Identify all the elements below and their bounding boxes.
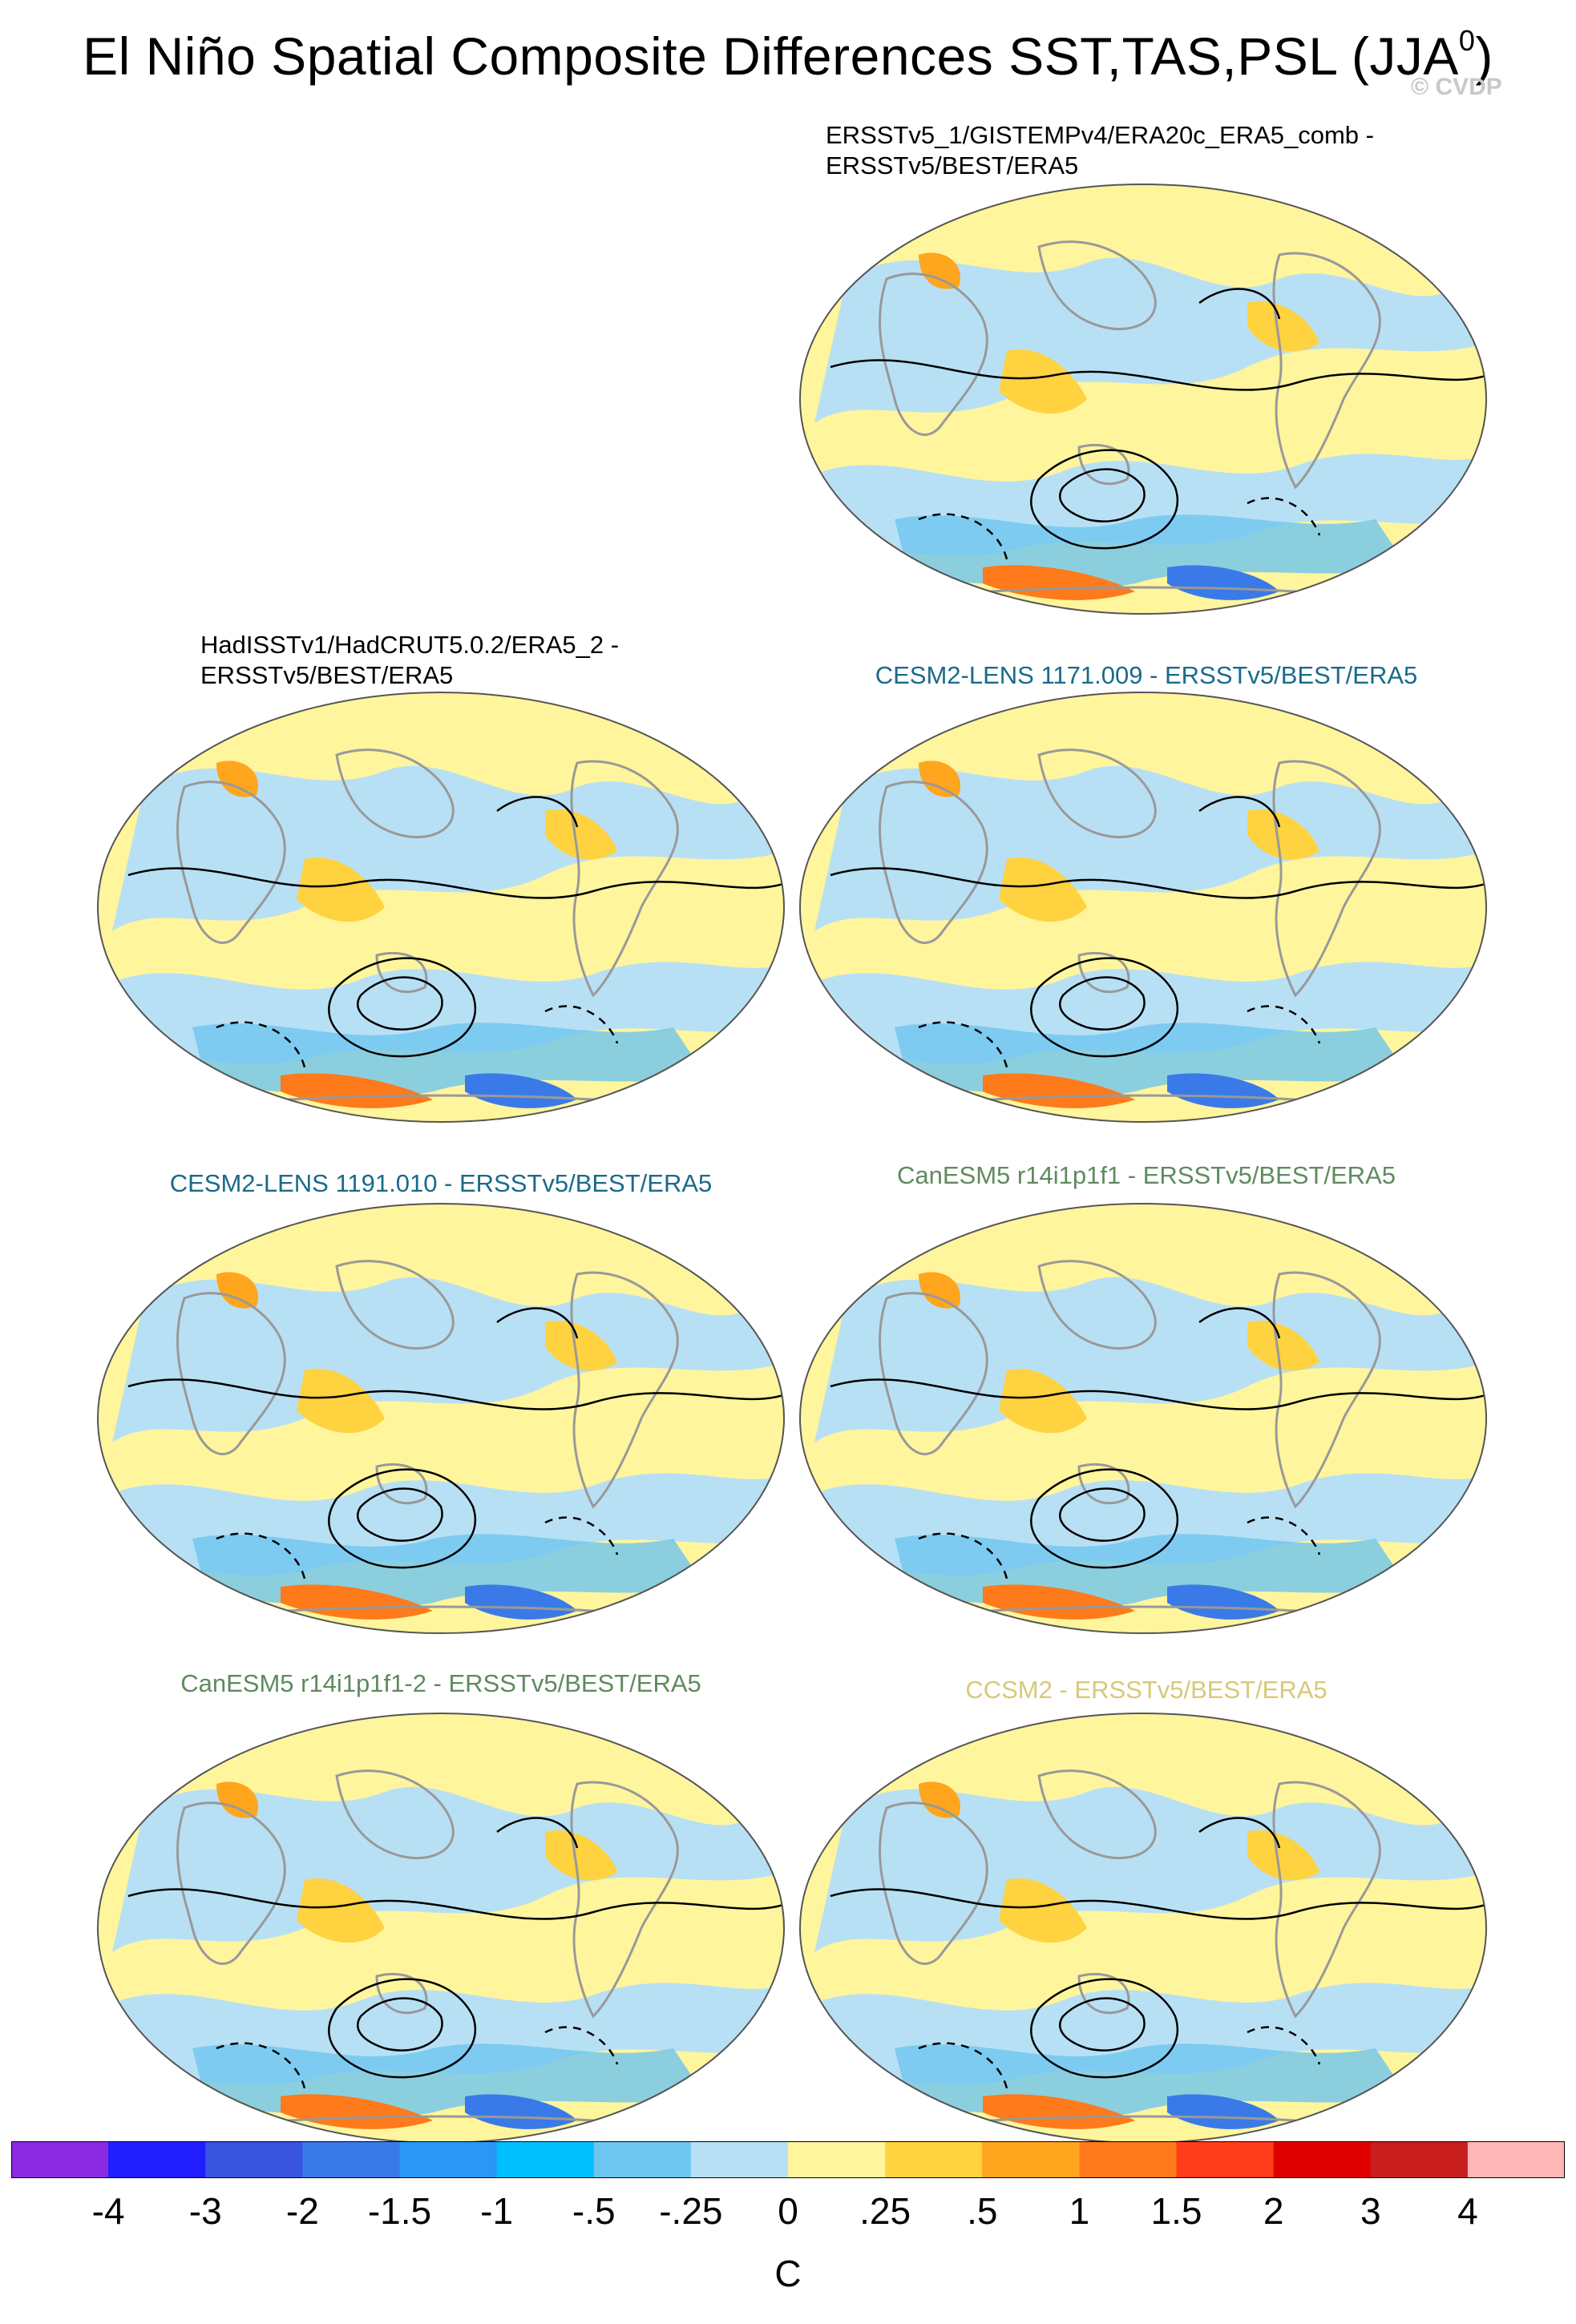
colorbar-swatch — [788, 2141, 886, 2178]
panel-label-6: CanESM5 r14i1p1f1-2 - ERSSTv5/BEST/ERA5 — [180, 1669, 701, 1697]
colorbar-tick-label: 1.5 — [1150, 2190, 1202, 2232]
panel-label-1-line2: ERSSTv5/BEST/ERA5 — [826, 151, 1079, 180]
panel-label-1: ERSSTv5_1/GISTEMPv4/ERA20c_ERA5_comb - E… — [826, 120, 1374, 181]
colorbar-unit: C — [774, 2253, 802, 2294]
map-panel-6 — [96, 1712, 786, 2144]
colorbar-swatch — [1370, 2141, 1469, 2178]
panel-label-7: CCSM2 - ERSSTv5/BEST/ERA5 — [965, 1676, 1327, 1704]
colorbar-swatch — [690, 2141, 789, 2178]
title-close: ) — [1475, 26, 1493, 86]
colorbar-tick-label: -.5 — [572, 2190, 616, 2232]
page-title: El Niño Spatial Composite Differences SS… — [0, 24, 1576, 87]
colorbar-swatch — [302, 2141, 401, 2178]
colorbar-swatch — [885, 2141, 983, 2178]
panel-label-2: HadISSTv1/HadCRUT5.0.2/ERA5_2 - ERSSTv5/… — [200, 630, 619, 691]
panel-label-4: CESM2-LENS 1191.010 - ERSSTv5/BEST/ERA5 — [169, 1169, 713, 1197]
panel-label-2-line1: HadISSTv1/HadCRUT5.0.2/ERA5_2 - — [200, 631, 620, 659]
colorbar-tick-label: -1.5 — [367, 2190, 432, 2232]
map-panel-1 — [798, 183, 1488, 615]
colorbar-tick-label: -1 — [480, 2190, 514, 2232]
colorbar-tick-label: -3 — [188, 2190, 222, 2232]
panel-label-3: CESM2-LENS 1171.009 - ERSSTv5/BEST/ERA5 — [875, 661, 1418, 689]
colorbar — [11, 2141, 1565, 2178]
colorbar-tick-label: -2 — [285, 2190, 319, 2232]
colorbar-swatch — [399, 2141, 498, 2178]
title-superscript: 0 — [1458, 24, 1476, 57]
colorbar-frame — [11, 2141, 1565, 2178]
colorbar-swatch — [982, 2141, 1080, 2178]
panel-label-2-line2: ERSSTv5/BEST/ERA5 — [200, 661, 454, 689]
colorbar-tick-label: -.25 — [659, 2190, 723, 2232]
colorbar-swatch — [1273, 2141, 1372, 2178]
colorbar-tick-label: 1 — [1069, 2190, 1090, 2232]
colorbar-swatch — [1079, 2141, 1178, 2178]
colorbar-swatch — [593, 2141, 692, 2178]
panel-label-1-line1: ERSSTv5_1/GISTEMPv4/ERA20c_ERA5_comb - — [826, 121, 1374, 149]
watermark: © CVDP — [1411, 74, 1502, 100]
map-panel-7 — [798, 1712, 1488, 2144]
colorbar-swatch — [205, 2141, 303, 2178]
colorbar-swatch — [496, 2141, 595, 2178]
colorbar-swatch — [1467, 2141, 1565, 2178]
map-panel-5 — [798, 1202, 1488, 1635]
colorbar-tick-label: .5 — [967, 2190, 998, 2232]
map-panel-3 — [798, 691, 1488, 1124]
map-panel-2 — [96, 691, 786, 1124]
map-panel-4 — [96, 1202, 786, 1635]
colorbar-swatch — [108, 2141, 206, 2178]
colorbar-tick-label: 4 — [1457, 2190, 1478, 2232]
colorbar-tick-label: 2 — [1263, 2190, 1284, 2232]
colorbar-tick-label: 0 — [778, 2190, 798, 2232]
colorbar-tick-label: -4 — [91, 2190, 125, 2232]
colorbar-tick-label: 3 — [1360, 2190, 1381, 2232]
colorbar-swatch — [11, 2141, 109, 2178]
colorbar-swatch — [1176, 2141, 1275, 2178]
title-text: El Niño Spatial Composite Differences SS… — [83, 26, 1459, 86]
colorbar-tick-label: .25 — [859, 2190, 911, 2232]
panel-label-5: CanESM5 r14i1p1f1 - ERSSTv5/BEST/ERA5 — [897, 1161, 1396, 1189]
